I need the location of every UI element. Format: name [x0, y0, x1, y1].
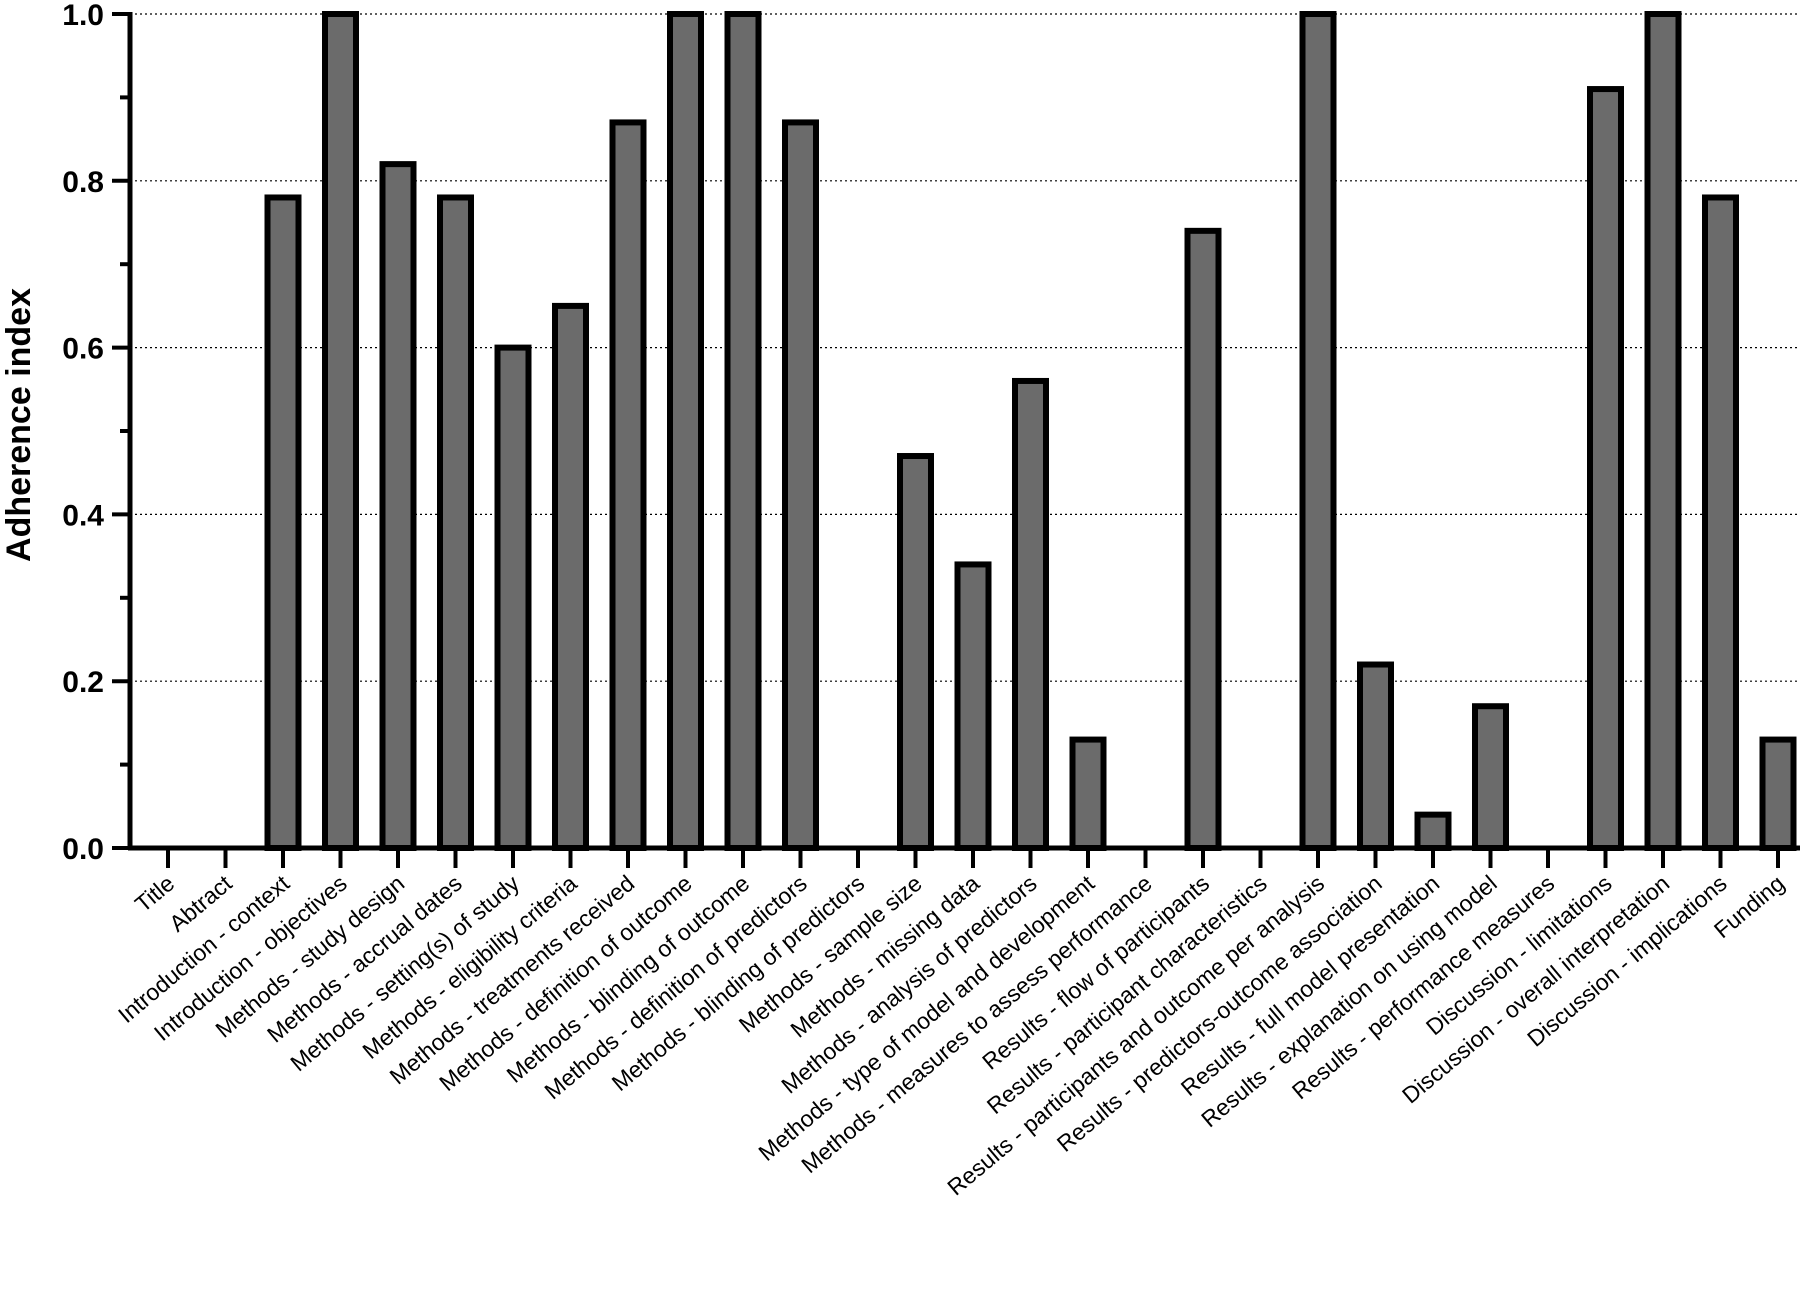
bar — [782, 119, 819, 852]
y-axis-title: Adherence index — [0, 288, 38, 562]
bar — [667, 11, 704, 851]
bar — [1357, 661, 1394, 852]
y-tick-label: 0.8 — [62, 166, 104, 199]
bar — [1012, 377, 1049, 851]
y-tick-label: 1.0 — [62, 0, 104, 32]
bar — [1414, 811, 1452, 852]
bar — [264, 194, 302, 852]
bar — [609, 119, 647, 852]
y-axis-ticks: 0.0 0.2 0.4 0.6 0.8 1.0 — [62, 0, 130, 866]
bar — [1069, 736, 1107, 852]
bar — [724, 11, 762, 851]
y-tick-label: 0.6 — [62, 333, 104, 366]
bar — [1184, 227, 1222, 851]
bar — [322, 11, 359, 851]
bar — [1759, 736, 1797, 852]
y-tick-label: 0.0 — [62, 833, 104, 866]
bar — [1299, 11, 1337, 851]
bar — [1702, 194, 1739, 852]
bar — [437, 194, 474, 852]
bar — [552, 302, 589, 851]
y-tick-label: 0.4 — [62, 499, 104, 532]
bar — [1587, 86, 1624, 851]
bar — [897, 453, 934, 851]
y-tick-label: 0.2 — [62, 666, 104, 699]
bar — [954, 561, 992, 851]
bar — [1472, 703, 1509, 851]
bar — [1644, 11, 1682, 851]
bar — [379, 161, 417, 851]
bar — [494, 344, 532, 851]
bars — [264, 11, 1797, 852]
